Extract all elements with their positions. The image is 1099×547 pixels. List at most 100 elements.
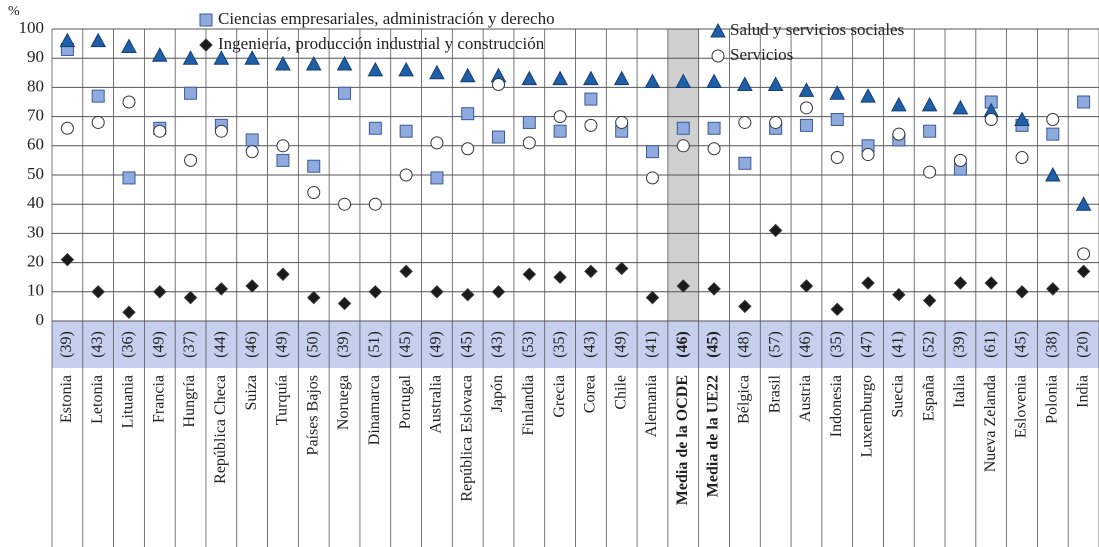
legend-label: Ingeniería, producción industrial y cons… [218,34,545,53]
count-label: (43) [489,331,506,358]
point-square [430,171,444,185]
x-tick-label: Letonia [89,375,106,424]
y-tick-label: 10 [27,281,44,300]
count-label: (46) [243,331,260,358]
point-triangle [59,32,76,48]
point-square [738,156,752,170]
point-diamond [676,279,690,293]
point-square [1046,127,1060,141]
point-circle [1046,113,1060,127]
x-tick-label: República Eslovaca [458,375,475,502]
point-circle [338,197,352,211]
point-circle [799,101,813,115]
count-label: (61) [982,331,999,358]
point-square [276,153,290,167]
point-square [184,86,198,100]
point-square [492,130,506,144]
x-tick-label: Hungría [181,375,198,427]
x-tick-label: Portugal [397,374,414,429]
count-label: (46) [674,331,691,358]
legend-label: Servicios [730,45,793,64]
y-tick-label: 100 [19,18,45,37]
point-square [461,107,475,121]
point-triangle [121,38,137,54]
point-triangle [336,55,353,71]
point-diamond [122,305,136,319]
point-square [830,113,844,127]
point-square [799,118,813,132]
legend-marker [199,13,213,27]
point-diamond [245,279,259,293]
point-circle [676,139,690,153]
count-label: (49) [612,331,629,358]
x-tick-label: Media de la OCDE [674,375,691,505]
y-unit: % [8,4,20,19]
point-square [338,86,352,100]
y-tick-label: 50 [27,164,44,183]
point-square [307,159,321,173]
point-triangle [552,70,568,86]
point-circle [122,95,136,109]
point-diamond [1046,282,1060,296]
count-label: (47) [859,331,876,358]
x-tick-label: Indonesia [828,375,845,437]
legend-label: Salud y servicios sociales [730,20,904,39]
legend-marker [199,38,213,52]
x-tick-label: Polonia [1043,375,1060,424]
point-circle [153,124,167,138]
point-square [399,124,413,138]
point-triangle [213,50,230,65]
count-label: (49) [428,331,445,358]
point-triangle [459,67,476,83]
x-tick-label: España [920,375,937,421]
point-circle [492,77,506,91]
point-circle [553,110,567,124]
count-label: (45) [397,331,414,358]
point-circle [276,139,290,153]
x-tick-label: Lituania [120,375,137,428]
count-label: (45) [705,331,722,358]
x-tick-label: Brasil [766,374,783,413]
y-tick-label: 70 [27,106,44,125]
point-triangle [182,50,199,65]
point-diamond [214,282,229,296]
point-diamond [337,296,352,311]
point-diamond [984,276,998,290]
x-tick-label: Nueva Zelanda [982,375,999,472]
x-tick-label: Suiza [243,375,260,411]
point-square [91,89,105,103]
point-circle [861,148,875,162]
x-tick-label: Suecia [890,375,907,418]
point-triangle [151,47,168,62]
point-diamond [584,264,598,279]
x-tick-label: Noruega [335,375,352,430]
point-square [707,121,721,135]
point-circle [645,171,659,185]
count-label: (43) [89,331,106,358]
point-triangle [675,73,692,89]
point-circle [769,115,783,129]
point-circle [368,197,382,211]
point-diamond [953,276,968,290]
x-tick-label: Dinamarca [366,375,383,445]
point-triangle [429,64,445,80]
count-label: (41) [643,331,660,358]
point-circle [707,142,721,156]
point-square [122,171,136,185]
count-label: (49) [150,331,167,358]
x-tick-label: Austria [797,375,814,422]
point-circle [307,186,321,200]
point-diamond [922,293,937,308]
count-label: (51) [366,331,383,358]
point-square [645,145,659,159]
point-triangle [952,99,969,115]
point-diamond [738,299,752,314]
point-triangle [244,50,260,65]
point-diamond [183,290,198,305]
x-tick-label: India [1074,375,1091,408]
x-tick-label: Francia [150,375,167,423]
point-diamond [368,285,383,299]
point-triangle [737,76,753,91]
point-diamond [153,285,167,299]
point-triangle [275,55,291,71]
